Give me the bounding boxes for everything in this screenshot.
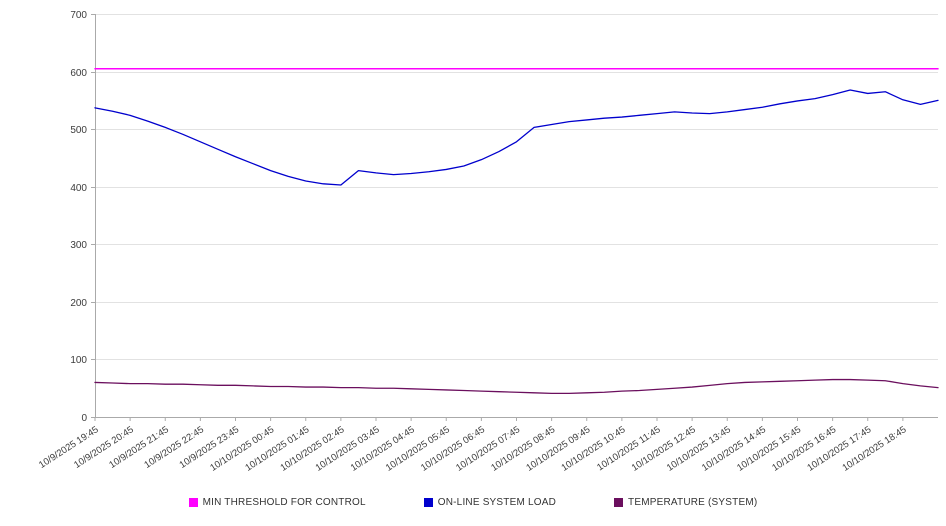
legend-item-temperature: TEMPERATURE (SYSTEM) xyxy=(614,497,757,508)
x-tick-label: 10/9/2025 19:45 xyxy=(37,424,101,471)
x-tick-label: 10/9/2025 20:45 xyxy=(72,424,136,471)
legend-label-min-threshold: MIN THRESHOLD FOR CONTROL xyxy=(202,496,366,508)
legend-item-min-threshold: MIN THRESHOLD FOR CONTROL xyxy=(188,496,366,508)
y-tick-label: 0 xyxy=(81,413,87,424)
legend-label-system-load: ON-LINE SYSTEM LOAD xyxy=(437,496,557,508)
legend-swatch-system-load xyxy=(423,497,433,507)
x-tick-label: 10/10/2025 18:45 xyxy=(840,424,908,474)
x-tick-label: 10/9/2025 21:45 xyxy=(107,424,171,471)
y-tick-label: 200 xyxy=(70,298,87,309)
y-tick-label: 600 xyxy=(70,68,87,79)
x-tick-label: 10/9/2025 22:45 xyxy=(142,424,206,471)
legend-item-system-load: ON-LINE SYSTEM LOAD xyxy=(423,496,557,508)
y-tick-label: 700 xyxy=(70,10,87,21)
legend-swatch-min-threshold xyxy=(188,497,198,507)
y-tick-label: 400 xyxy=(70,183,87,194)
y-tick-label: 300 xyxy=(70,240,87,251)
y-tick-label: 500 xyxy=(70,125,87,136)
legend-label-temperature: TEMPERATURE (SYSTEM) xyxy=(628,496,758,508)
legend: MIN THRESHOLD FOR CONTROL ON-LINE SYSTEM… xyxy=(0,488,946,516)
y-tick-label: 100 xyxy=(70,355,87,366)
series-line-temperature-system- xyxy=(94,378,939,395)
legend-swatch-temperature xyxy=(614,497,624,507)
series-line-on-line-system-load xyxy=(94,89,939,186)
